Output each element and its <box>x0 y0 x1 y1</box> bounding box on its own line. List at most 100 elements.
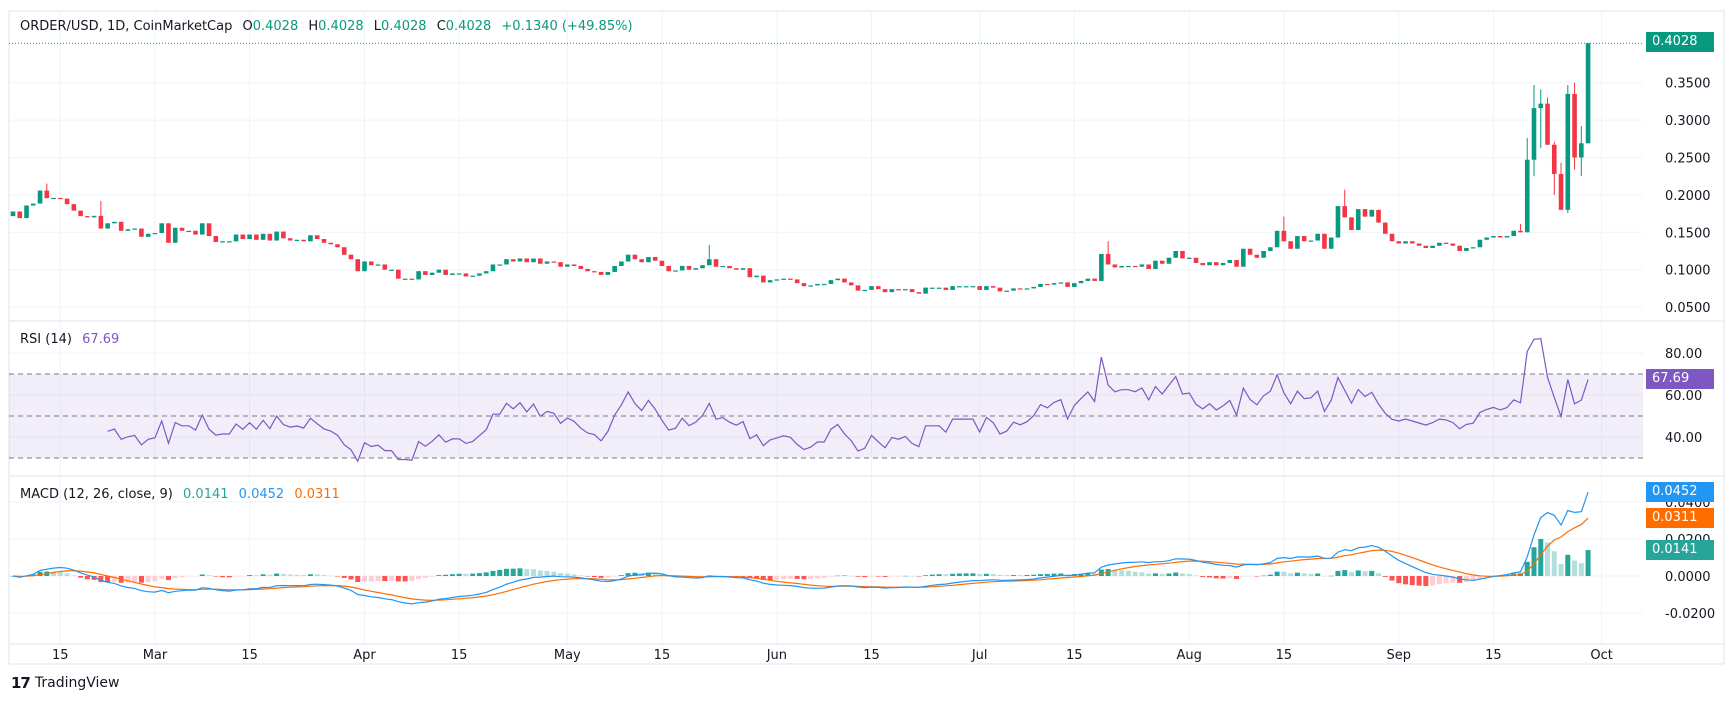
candle <box>1254 254 1260 258</box>
candle-body <box>98 215 104 229</box>
candle <box>341 247 347 255</box>
macd-histogram-bar <box>105 576 111 583</box>
rsi-title[interactable]: RSI (14) <box>20 332 72 347</box>
candle <box>1051 283 1057 285</box>
candle-body <box>477 273 482 276</box>
macd-histogram-bar <box>531 569 537 576</box>
candle <box>308 235 313 242</box>
price-axis[interactable]: 0.3500 0.3000 0.2500 0.2000 0.1500 0.1000 0.05… <box>1665 77 1711 316</box>
candle-body <box>1504 236 1510 238</box>
candle <box>1193 257 1199 263</box>
candle <box>909 289 915 293</box>
candle <box>429 272 435 275</box>
candle <box>1085 278 1091 281</box>
candle-body <box>281 231 286 239</box>
macd-histogram-bar <box>240 576 246 577</box>
candle-body <box>963 286 969 288</box>
candle <box>193 230 198 235</box>
time-axis[interactable]: 15 Mar 15 Apr 15 May 15 Jun 15 Jul 15 Aug 15 Sep 15 Oct <box>52 648 1613 663</box>
signal-value-badge: 0.0311 <box>1646 508 1714 528</box>
candle <box>713 259 719 267</box>
macd-histogram-bar <box>1038 574 1044 576</box>
candle-body <box>767 280 773 283</box>
candle <box>30 203 36 206</box>
macd-histogram-bar <box>875 576 881 577</box>
candle <box>1545 97 1550 145</box>
candle-body <box>260 233 266 240</box>
macd-histogram-bar <box>1294 572 1300 576</box>
macd-histogram-bar <box>740 576 746 577</box>
candle-body <box>1166 257 1172 264</box>
candle-body <box>348 254 354 260</box>
macd-histogram-bar <box>64 573 70 576</box>
macd-histogram-bar <box>598 576 604 578</box>
macd-histogram-bar <box>138 576 144 583</box>
candle-body <box>274 231 279 241</box>
rsi-tick-label: 40.00 <box>1665 431 1702 446</box>
candle-body <box>612 265 617 272</box>
candle-body <box>1342 206 1348 218</box>
candle <box>686 265 692 270</box>
macd-title[interactable]: MACD (12, 26, close, 9) <box>20 487 173 502</box>
candle-body <box>504 259 509 265</box>
macd-histogram-bar <box>977 573 983 576</box>
candle-body <box>247 234 252 240</box>
time-tick-label: Sep <box>1387 648 1412 663</box>
rsi-axis[interactable]: 80.00 60.00 40.00 <box>1665 347 1702 446</box>
candle <box>152 233 158 235</box>
candle-body <box>632 254 638 260</box>
candle <box>294 239 300 241</box>
macd-histogram-bar <box>1173 572 1179 576</box>
candle <box>801 283 807 287</box>
macd-histogram-bar <box>1301 573 1307 576</box>
last-price-badge: 0.4028 <box>1646 32 1714 52</box>
candle <box>869 286 874 290</box>
macd-histogram-bar <box>781 576 787 580</box>
candle <box>767 280 773 283</box>
macd-histogram-bar <box>152 576 158 582</box>
macd-histogram-bar <box>1416 576 1422 586</box>
candle-body <box>1146 264 1151 269</box>
symbol-title[interactable]: ORDER/USD, 1D, CoinMarketCap <box>20 19 233 34</box>
candle <box>470 275 475 277</box>
candle <box>943 287 949 290</box>
macd-histogram-bar <box>990 574 996 576</box>
candle <box>1328 237 1334 249</box>
macd-histogram-bar <box>1193 575 1199 576</box>
tradingview-logo[interactable]: 17 TradingView <box>11 674 119 692</box>
candle <box>1497 236 1503 238</box>
macd-histogram-bar <box>821 576 827 578</box>
candle-body <box>1038 283 1043 287</box>
candle-body <box>950 286 955 290</box>
macd-histogram-bar <box>172 576 178 579</box>
candle <box>1268 247 1273 251</box>
macd-histogram-bar <box>970 573 976 576</box>
candle <box>1403 241 1408 244</box>
macd-histogram-bar <box>747 576 753 579</box>
candle <box>510 259 516 262</box>
candle <box>267 233 273 241</box>
macd-histogram-bar <box>1335 570 1341 576</box>
candle-body <box>531 258 536 263</box>
candle-body <box>1518 230 1523 233</box>
candle-body <box>1220 262 1226 266</box>
macd-histogram-bar <box>1281 571 1287 576</box>
macd-histogram-bar <box>1376 573 1382 576</box>
candle-body <box>1349 217 1354 231</box>
macd-histogram-bar <box>1254 576 1260 577</box>
candle <box>1139 264 1145 267</box>
candle <box>585 268 590 272</box>
candle-body <box>132 228 137 230</box>
macd-histogram-bar <box>159 576 165 579</box>
candle-body <box>152 233 158 235</box>
candle-body <box>882 289 888 293</box>
candle-body <box>186 230 192 233</box>
macd-histogram-bar <box>294 574 300 576</box>
macd-histogram-bar <box>395 576 401 582</box>
macd-histogram-bar <box>389 576 395 581</box>
candle <box>1065 282 1070 287</box>
macd-histogram-bar <box>1220 576 1226 579</box>
price-tick-label: 0.2000 <box>1665 189 1711 204</box>
candle-body <box>1159 260 1165 264</box>
